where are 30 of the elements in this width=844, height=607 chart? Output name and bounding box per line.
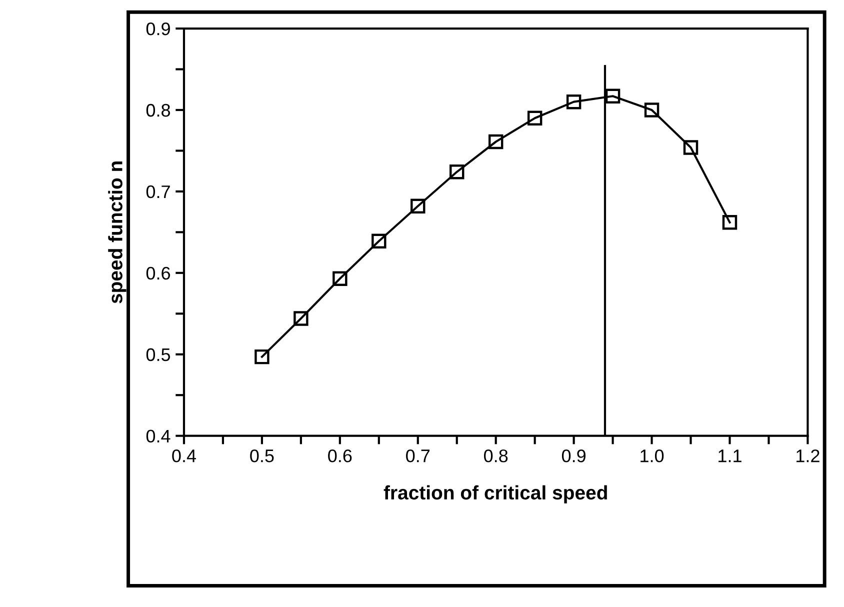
point <box>527 110 542 126</box>
point <box>488 134 504 150</box>
point <box>683 140 698 155</box>
x-tick-label: 1.0 <box>640 449 664 462</box>
x-tick-label: 1.1 <box>718 450 742 462</box>
y-tick-label: 0.4 <box>146 430 170 443</box>
y-tick-label: 0.5 <box>146 348 170 362</box>
y-axis-title: speed functio n <box>108 162 126 304</box>
x-tick-label: 0.6 <box>328 449 352 462</box>
y-tick-label: 0.7 <box>146 185 170 198</box>
point <box>566 94 582 110</box>
point <box>332 271 348 286</box>
x-tick-label: 0.8 <box>484 449 508 462</box>
x-tick-label: 0.7 <box>406 449 430 462</box>
point <box>372 234 386 248</box>
x-tick-label: 0.5 <box>250 449 274 462</box>
x-tick-label: 0.9 <box>562 449 586 462</box>
x-tick-label: 1.2 <box>796 449 820 462</box>
x-axis-title: fraction of critical speed <box>384 485 607 504</box>
point <box>605 88 620 104</box>
y-tick-label: 0.8 <box>146 104 170 117</box>
point <box>254 349 270 364</box>
y-tick-label: 0.9 <box>146 22 170 36</box>
y-tick-label: 0.6 <box>146 266 170 280</box>
point <box>722 215 738 230</box>
point <box>294 311 308 326</box>
point <box>644 102 660 118</box>
x-tick-label: 0.4 <box>172 449 196 462</box>
point <box>450 164 464 180</box>
point <box>410 198 426 214</box>
